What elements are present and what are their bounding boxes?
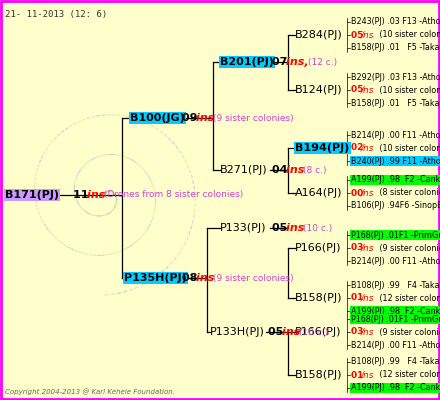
Text: A164(PJ): A164(PJ) <box>295 188 342 198</box>
Text: B100(JG): B100(JG) <box>130 113 185 123</box>
Text: B106(PJ) .94F6 -SinopEgg86R: B106(PJ) .94F6 -SinopEgg86R <box>351 202 440 210</box>
Text: (9 sister colonies): (9 sister colonies) <box>377 328 440 336</box>
Text: ins: ins <box>196 113 218 123</box>
Text: 09: 09 <box>182 113 201 123</box>
Text: 07: 07 <box>271 57 291 67</box>
Text: (8 c.): (8 c.) <box>303 166 326 174</box>
Text: (10 c.): (10 c.) <box>299 328 328 336</box>
Text: ins: ins <box>286 165 308 175</box>
Text: ins,: ins, <box>286 57 312 67</box>
Text: ins: ins <box>286 223 308 233</box>
Text: (Drones from 8 sister colonies): (Drones from 8 sister colonies) <box>104 190 243 200</box>
Text: B158(PJ) .01   F5 -Takab93R: B158(PJ) .01 F5 -Takab93R <box>351 98 440 108</box>
Text: B214(PJ) .00 F11 -AthosSt80R: B214(PJ) .00 F11 -AthosSt80R <box>351 130 440 140</box>
Text: 03: 03 <box>351 328 366 336</box>
Text: B158(PJ): B158(PJ) <box>295 293 342 303</box>
Text: 02: 02 <box>351 144 366 152</box>
Text: B108(PJ) .99   F4 -Takab93R: B108(PJ) .99 F4 -Takab93R <box>351 280 440 290</box>
Text: 01: 01 <box>351 294 366 302</box>
Text: A199(PJ) .98  F2 -Cankiri97Q: A199(PJ) .98 F2 -Cankiri97Q <box>351 384 440 392</box>
Text: B158(PJ): B158(PJ) <box>295 370 342 380</box>
Text: /ns: /ns <box>361 86 374 94</box>
Text: B240(PJ) .99 F11 -AthosSt80R: B240(PJ) .99 F11 -AthosSt80R <box>351 156 440 166</box>
Text: (12 c.): (12 c.) <box>308 58 337 66</box>
Text: B292(PJ) .03 F13 -AthosSt80R: B292(PJ) .03 F13 -AthosSt80R <box>351 72 440 82</box>
Text: /ns: /ns <box>361 370 374 380</box>
Text: Copyright 2004-2013 @ Karl Kehele Foundation.: Copyright 2004-2013 @ Karl Kehele Founda… <box>5 388 175 395</box>
Text: B171(PJ): B171(PJ) <box>5 190 59 200</box>
Text: B158(PJ) .01   F5 -Takab93R: B158(PJ) .01 F5 -Takab93R <box>351 44 440 52</box>
Text: (10 sister colonies): (10 sister colonies) <box>377 30 440 40</box>
Text: (9 sister colonies): (9 sister colonies) <box>377 244 440 252</box>
Text: B194(PJ): B194(PJ) <box>295 143 349 153</box>
Text: /ns: /ns <box>361 294 374 302</box>
Text: B108(PJ) .99   F4 -Takab93R: B108(PJ) .99 F4 -Takab93R <box>351 358 440 366</box>
Text: 05: 05 <box>271 223 291 233</box>
Text: (10 sister colonies): (10 sister colonies) <box>377 86 440 94</box>
Text: P168(PJ) .01F1 -PrimGreen00: P168(PJ) .01F1 -PrimGreen00 <box>351 314 440 324</box>
Text: B243(PJ) .03 F13 -AthosSt80R: B243(PJ) .03 F13 -AthosSt80R <box>351 18 440 26</box>
Text: /ns: /ns <box>361 30 374 40</box>
Text: B214(PJ) .00 F11 -AthosSt80R: B214(PJ) .00 F11 -AthosSt80R <box>351 256 440 266</box>
Text: ins: ins <box>282 327 304 337</box>
Text: 05: 05 <box>268 327 287 337</box>
Text: 04: 04 <box>271 165 291 175</box>
Text: B284(PJ): B284(PJ) <box>295 30 343 40</box>
Text: 00: 00 <box>351 188 366 198</box>
Text: 01: 01 <box>351 370 366 380</box>
Text: P168(PJ) .01F1 -PrimGreen00: P168(PJ) .01F1 -PrimGreen00 <box>351 230 440 240</box>
Text: 08: 08 <box>182 273 201 283</box>
Text: 11: 11 <box>73 190 92 200</box>
Text: P166(PJ): P166(PJ) <box>295 243 341 253</box>
Text: 21- 11-2013 (12: 6): 21- 11-2013 (12: 6) <box>5 10 107 19</box>
Text: /ns: /ns <box>361 144 374 152</box>
Text: 05: 05 <box>351 30 366 40</box>
Text: B201(PJ): B201(PJ) <box>220 57 274 67</box>
Text: (9 sister colonies): (9 sister colonies) <box>213 114 293 122</box>
Text: /ns: /ns <box>361 244 374 252</box>
Text: 03: 03 <box>351 244 366 252</box>
Text: /ns: /ns <box>361 188 374 198</box>
Text: P133H(PJ): P133H(PJ) <box>210 327 265 337</box>
Text: A199(PJ) .98  F2 -Cankiri97Q: A199(PJ) .98 F2 -Cankiri97Q <box>351 176 440 184</box>
Text: (12 sister colonies): (12 sister colonies) <box>377 294 440 302</box>
Text: (10 c.): (10 c.) <box>303 224 332 232</box>
Text: B214(PJ) .00 F11 -AthosSt80R: B214(PJ) .00 F11 -AthosSt80R <box>351 340 440 350</box>
Text: B271(PJ): B271(PJ) <box>220 165 268 175</box>
Text: ins: ins <box>87 190 109 200</box>
Text: P135H(PJ): P135H(PJ) <box>124 273 187 283</box>
Text: (8 sister colonies): (8 sister colonies) <box>377 188 440 198</box>
Text: 05: 05 <box>351 86 366 94</box>
Text: A199(PJ) .98  F2 -Cankiri97Q: A199(PJ) .98 F2 -Cankiri97Q <box>351 306 440 316</box>
Text: (10 sister colonies): (10 sister colonies) <box>377 144 440 152</box>
Text: P133(PJ): P133(PJ) <box>220 223 267 233</box>
Text: B124(PJ): B124(PJ) <box>295 85 343 95</box>
Text: P166(PJ): P166(PJ) <box>295 327 341 337</box>
Text: (9 sister colonies): (9 sister colonies) <box>213 274 293 282</box>
Text: (12 sister colonies): (12 sister colonies) <box>377 370 440 380</box>
Text: ins: ins <box>196 273 218 283</box>
Text: /ns: /ns <box>361 328 374 336</box>
